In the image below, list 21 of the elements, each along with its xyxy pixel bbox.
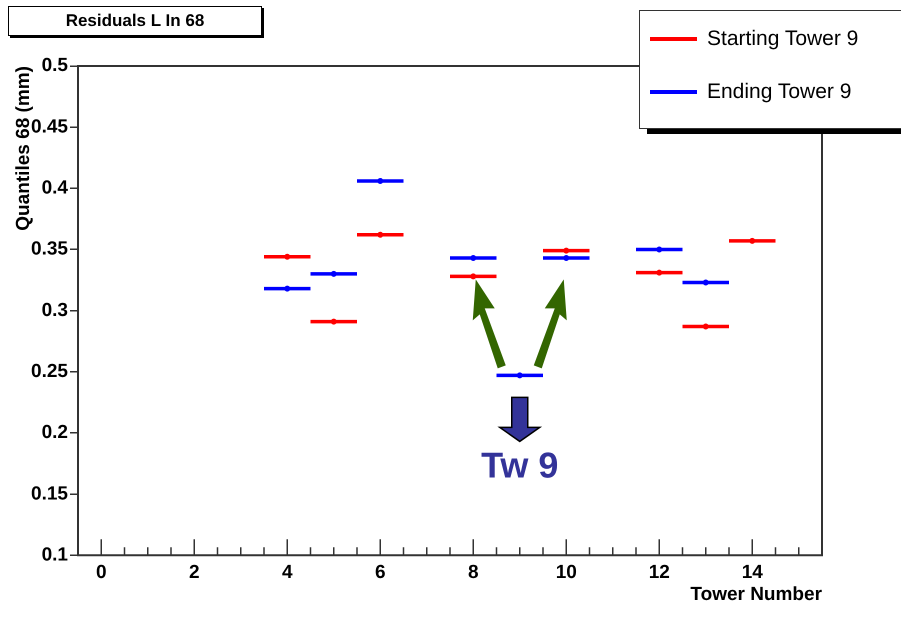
x-tick-label: 12 <box>648 562 670 583</box>
y-tick-label: 0.25 <box>31 360 68 382</box>
chart-title: Residuals L In 68 <box>8 6 262 36</box>
y-tick-label: 0.5 <box>42 55 68 76</box>
x-tick-label: 4 <box>282 562 293 583</box>
y-tick-label: 0.2 <box>42 422 68 444</box>
y-tick-label: 0.35 <box>31 238 68 260</box>
y-tick-label: 0.1 <box>42 544 68 566</box>
y-tick-label: 0.15 <box>31 483 68 504</box>
y-tick-label: 0.3 <box>42 300 68 321</box>
x-tick-label: 2 <box>188 562 200 583</box>
legend-label: Starting Tower 9 <box>707 27 858 51</box>
x-tick-label: 10 <box>556 562 577 583</box>
x-tick-label: 0 <box>96 562 107 583</box>
x-axis-title: Tower Number <box>690 584 823 605</box>
x-tick-label: 8 <box>468 562 479 583</box>
x-tick-label: 14 <box>742 562 764 583</box>
annotation: Tw 9 <box>481 444 558 486</box>
y-tick-label: 0.4 <box>42 178 68 199</box>
legend-label: Ending Tower 9 <box>707 80 852 104</box>
x-tick-label: 6 <box>374 562 386 583</box>
